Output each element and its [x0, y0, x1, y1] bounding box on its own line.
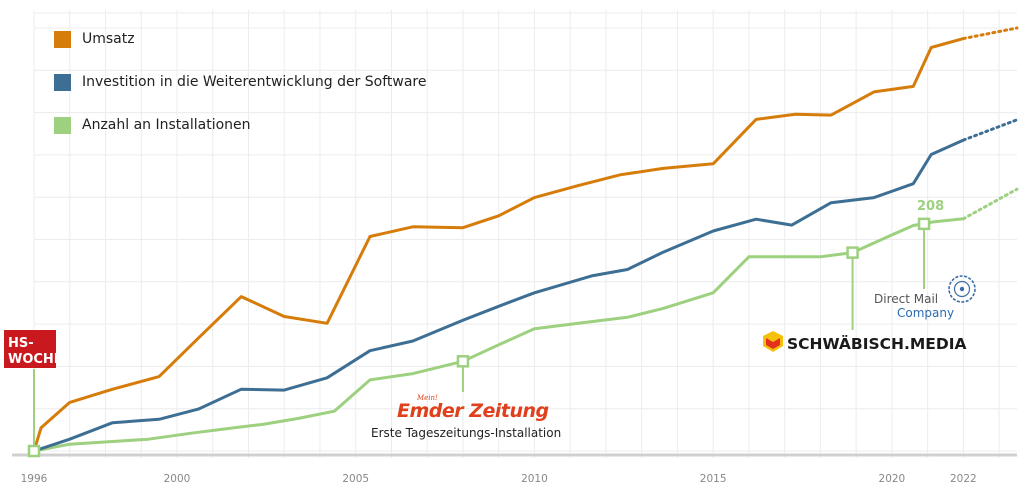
direct-mail-logo-text-2: Company: [897, 306, 954, 320]
direct-mail-logo-text-1: Direct Mail: [874, 292, 938, 306]
x-tick-label: 2022: [950, 473, 977, 485]
annotation-marker: [27, 444, 41, 458]
series-projection: [961, 118, 1019, 142]
emder-zeitung-logo: Mein! Emder Zeitung: [397, 394, 549, 422]
legend-item-umsatz: Umsatz: [54, 30, 426, 48]
series-projection: [961, 187, 1019, 221]
x-tick-label: 2020: [879, 473, 906, 485]
series-line: [32, 37, 965, 453]
direct-mail-company-logo: Direct Mail Company: [874, 275, 976, 320]
emder-zeitung-logo-text: Emder Zeitung: [397, 400, 549, 422]
legend-item-installationen: Anzahl an Installationen: [54, 116, 426, 134]
schwaebisch-media-logo-text: SCHWÄBISCH.MEDIA: [787, 334, 967, 353]
annotation-marker: [846, 246, 859, 259]
first-newspaper-caption: Erste Tageszeitungs-Installation: [371, 426, 561, 440]
legend: Umsatz Investition in die Weiterentwickl…: [54, 30, 426, 159]
x-tick-label: 1996: [21, 473, 48, 485]
x-tick-label: 2000: [164, 473, 191, 485]
schwaebisch-media-logo: SCHWÄBISCH.MEDIA: [763, 331, 967, 353]
x-tick-label: 2015: [700, 473, 727, 485]
annotation-marker: [456, 355, 470, 368]
hs-woche-logo: HS- WOCHE: [4, 330, 63, 368]
legend-swatch-installationen: [54, 116, 71, 134]
legend-label-investition: Investition in die Weiterentwicklung der…: [82, 74, 427, 90]
legend-label-umsatz: Umsatz: [82, 31, 135, 47]
legend-swatch-umsatz: [54, 30, 71, 48]
annotation-marker: [917, 217, 931, 231]
hs-woche-logo-text-2: WOCHE: [8, 352, 63, 367]
series-projection: [961, 26, 1019, 41]
series-line: [32, 138, 965, 453]
x-axis: 1996 2000 2005 2010 2015 2020 2022: [21, 473, 977, 485]
hs-woche-logo-text-1: HS-: [8, 336, 34, 351]
emder-zeitung-small-text: Mein!: [416, 394, 438, 402]
grid: [12, 10, 1017, 458]
legend-label-installationen: Anzahl an Installationen: [82, 117, 251, 133]
legend-item-investition: Investition in die Weiterentwicklung der…: [54, 73, 426, 91]
installations-count-label: 208: [917, 199, 944, 214]
annotations: HS- WOCHE Mein! Emder Zeitung Erste Tage…: [4, 199, 976, 458]
x-tick-label: 2010: [521, 473, 548, 485]
x-tick-label: 2005: [342, 473, 369, 485]
legend-swatch-investition: [54, 73, 71, 91]
